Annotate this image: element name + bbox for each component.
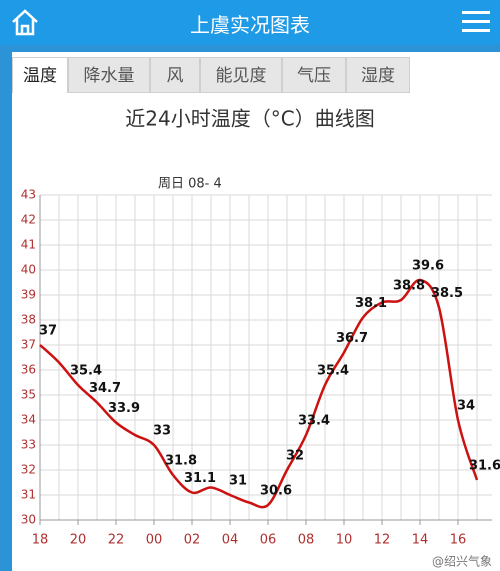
data-label: 31.1 xyxy=(184,471,216,486)
data-label: 31 xyxy=(229,474,247,489)
y-tick-label: 37 xyxy=(21,338,36,352)
x-tick-label: 08 xyxy=(298,533,315,548)
y-tick-label: 31 xyxy=(21,488,36,502)
tab[interactable]: 气压 xyxy=(282,57,346,93)
data-label: 38.8 xyxy=(393,279,425,294)
y-tick-label: 36 xyxy=(21,363,36,377)
data-label: 31.8 xyxy=(165,454,197,469)
tab[interactable]: 风 xyxy=(150,57,200,93)
y-tick-label: 42 xyxy=(21,213,36,227)
panel: 温度 降水量风能见度 气压 湿度 xyxy=(12,52,500,571)
tab-bar: 温度 降水量风能见度 气压 湿度 xyxy=(12,52,500,94)
y-tick-label: 32 xyxy=(21,463,36,477)
y-tick-label: 33 xyxy=(21,438,36,452)
date-annotation: 周日 08- 4 xyxy=(158,177,222,192)
y-tick-label: 41 xyxy=(21,238,36,252)
tab[interactable]: 湿度 xyxy=(346,57,410,93)
data-label: 34.7 xyxy=(89,381,121,396)
data-label: 31.6 xyxy=(469,459,500,474)
x-tick-label: 16 xyxy=(450,533,467,548)
y-tick-label: 35 xyxy=(21,388,36,402)
temperature-line xyxy=(39,278,479,509)
tab[interactable]: 温度 xyxy=(12,57,68,93)
data-label: 39.6 xyxy=(412,259,444,274)
data-label: 37 xyxy=(39,324,57,339)
tab[interactable]: 能见度 xyxy=(200,57,282,93)
x-tick-label: 18 xyxy=(32,533,49,548)
header-title: 上虞实况图表 xyxy=(190,13,310,37)
x-tick-label: 10 xyxy=(336,533,353,548)
data-label: 33.9 xyxy=(108,401,140,416)
chart-title: 近24小时温度（°C）曲线图 xyxy=(125,107,374,131)
y-tick-label: 34 xyxy=(21,413,36,427)
x-tick-label: 14 xyxy=(412,533,429,548)
data-label: 38.5 xyxy=(431,286,463,301)
x-tick-label: 02 xyxy=(184,533,201,548)
data-label: 38.1 xyxy=(355,296,387,311)
watermark: @绍兴气象 xyxy=(432,554,492,569)
y-tick-label: 40 xyxy=(21,263,36,277)
data-label: 34 xyxy=(457,399,475,414)
y-tick-label: 43 xyxy=(21,188,36,202)
menu-icon[interactable] xyxy=(462,10,490,34)
x-tick-label: 04 xyxy=(222,533,239,548)
x-tick-label: 22 xyxy=(108,533,125,548)
data-label: 30.6 xyxy=(260,484,292,499)
x-tick-label: 20 xyxy=(70,533,87,548)
data-label: 33 xyxy=(153,424,171,439)
x-tick-label: 12 xyxy=(374,533,391,548)
data-label: 32 xyxy=(286,449,304,464)
data-label: 33.4 xyxy=(298,414,330,429)
data-label: 36.7 xyxy=(336,331,368,346)
x-tick-label: 00 xyxy=(146,533,163,548)
tab[interactable]: 降水量 xyxy=(68,57,150,93)
y-tick-label: 39 xyxy=(21,288,36,302)
header: 上虞实况图表 xyxy=(0,0,500,45)
data-label: 35.4 xyxy=(317,364,349,379)
data-label: 35.4 xyxy=(70,364,102,379)
y-tick-label: 30 xyxy=(21,513,36,527)
x-tick-label: 06 xyxy=(260,533,277,548)
y-tick-label: 38 xyxy=(21,313,36,327)
home-icon[interactable] xyxy=(10,8,40,36)
